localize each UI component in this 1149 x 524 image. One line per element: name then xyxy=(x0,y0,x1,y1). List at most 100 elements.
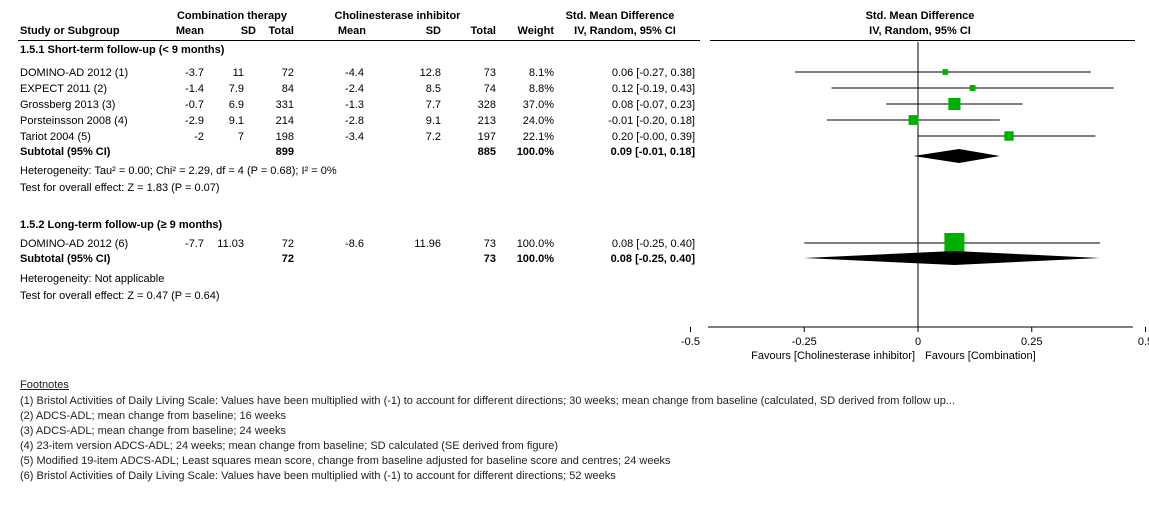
mean1-cell: -7.7 xyxy=(185,238,204,250)
subtotal-total1: 72 xyxy=(281,253,294,265)
total1-cell: 72 xyxy=(281,238,294,250)
mean2-cell: -3.4 xyxy=(345,131,364,143)
weight-cell: 8.8% xyxy=(528,83,554,95)
study-name: Porsteinsson 2008 (4) xyxy=(20,115,128,127)
group2-header: Cholinesterase inhibitor xyxy=(334,10,461,22)
overall-effect-text: Test for overall effect: Z = 0.47 (P = 0… xyxy=(20,290,220,302)
mean1-cell: -2.9 xyxy=(185,115,204,127)
footnote-6: (6) Bristol Activities of Daily Living S… xyxy=(20,470,616,482)
study-column-header: Study or Subgroup xyxy=(20,25,120,37)
footnote-3: (3) ADCS-ADL; mean change from baseline;… xyxy=(20,425,286,437)
x-tick-label: 0 xyxy=(915,336,921,348)
study-marker xyxy=(1004,131,1014,141)
footnote-1: (1) Bristol Activities of Daily Living S… xyxy=(20,395,956,407)
sd1-cell: 7 xyxy=(237,131,244,143)
overall-effect-text: Test for overall effect: Z = 1.83 (P = 0… xyxy=(20,182,220,194)
sd1-header: SD xyxy=(240,25,256,37)
total1-cell: 72 xyxy=(281,67,294,79)
subtotal-weight: 100.0% xyxy=(516,146,554,158)
subgroup-2-title: 1.5.2 Long-term follow-up (≥ 9 months) xyxy=(20,219,223,231)
mean2-cell: -8.6 xyxy=(345,238,364,250)
sd2-cell: 7.7 xyxy=(425,99,441,111)
sd1-cell: 7.9 xyxy=(228,83,244,95)
sd1-cell: 6.9 xyxy=(228,99,244,111)
footnote-5: (5) Modified 19-item ADCS-ADL; Least squ… xyxy=(20,455,671,467)
mean1-header: Mean xyxy=(175,25,204,37)
subtotal-ci: 0.09 [-0.01, 0.18] xyxy=(610,146,695,158)
weight-cell: 22.1% xyxy=(522,131,554,143)
total2-cell: 197 xyxy=(477,131,496,143)
header-rule-left xyxy=(18,40,700,41)
mean2-header: Mean xyxy=(337,25,366,37)
total1-cell: 84 xyxy=(281,83,294,95)
ci-cell: 0.20 [-0.00, 0.39] xyxy=(611,131,695,143)
mean2-cell: -2.8 xyxy=(345,115,364,127)
total1-cell: 331 xyxy=(275,99,294,111)
favours-right-label: Favours [Combination] xyxy=(925,350,1036,362)
subtotal-total1: 899 xyxy=(275,146,294,158)
study-name: DOMINO-AD 2012 (6) xyxy=(20,238,129,250)
mean1-cell: -1.4 xyxy=(185,83,204,95)
total2-cell: 73 xyxy=(483,67,496,79)
subtotal-diamond xyxy=(804,251,1100,265)
total2-cell: 73 xyxy=(483,238,496,250)
subgroup-1-title: 1.5.1 Short-term follow-up (< 9 months) xyxy=(20,44,225,56)
x-tick-label: -0.5 xyxy=(681,336,700,348)
sd2-cell: 8.5 xyxy=(425,83,441,95)
mean1-cell: -0.7 xyxy=(185,99,204,111)
total1-header: Total xyxy=(268,25,294,37)
heterogeneity-text: Heterogeneity: Tau² = 0.00; Chi² = 2.29,… xyxy=(20,165,337,177)
sd2-cell: 7.2 xyxy=(425,131,441,143)
effect-header-left: Std. Mean Difference xyxy=(565,10,675,22)
ci-cell: -0.01 [-0.20, 0.18] xyxy=(608,115,695,127)
study-marker xyxy=(944,233,965,253)
total2-header: Total xyxy=(470,25,496,37)
total1-cell: 214 xyxy=(275,115,294,127)
total2-cell: 328 xyxy=(477,99,496,111)
study-marker xyxy=(908,115,919,125)
group1-header: Combination therapy xyxy=(176,10,287,22)
sd2-cell: 11.96 xyxy=(414,238,441,250)
effect-header-right: Std. Mean Difference xyxy=(865,10,975,22)
sd1-cell: 11 xyxy=(232,67,244,79)
mean1-cell: -2 xyxy=(194,131,204,143)
sd1-cell: 11.03 xyxy=(217,238,244,250)
study-marker xyxy=(942,69,949,75)
mean1-cell: -3.7 xyxy=(185,67,204,79)
sd1-cell: 9.1 xyxy=(228,115,244,127)
sd2-header: SD xyxy=(425,25,441,37)
study-marker xyxy=(969,85,976,91)
header-rule-right xyxy=(710,40,1135,41)
subtotal-total2: 73 xyxy=(483,253,496,265)
total2-cell: 213 xyxy=(477,115,496,127)
ci-cell: 0.08 [-0.07, 0.23] xyxy=(611,99,695,111)
footnotes-title: Footnotes xyxy=(20,379,69,391)
study-name: Grossberg 2013 (3) xyxy=(20,99,116,111)
subtotal-label: Subtotal (95% CI) xyxy=(20,146,111,158)
subtotal-diamond xyxy=(913,149,1000,163)
subtotal-weight: 100.0% xyxy=(516,253,554,265)
footnote-2: (2) ADCS-ADL; mean change from baseline;… xyxy=(20,410,286,422)
heterogeneity-text: Heterogeneity: Not applicable xyxy=(20,273,165,285)
weight-cell: 100.0% xyxy=(516,238,554,250)
study-name: DOMINO-AD 2012 (1) xyxy=(20,67,129,79)
total1-cell: 198 xyxy=(275,131,294,143)
weight-cell: 37.0% xyxy=(522,99,554,111)
study-name: Tariot 2004 (5) xyxy=(20,131,91,143)
sd2-cell: 9.1 xyxy=(425,115,441,127)
ci-cell: 0.08 [-0.25, 0.40] xyxy=(611,238,695,250)
mean2-cell: -2.4 xyxy=(345,83,364,95)
sd2-cell: 12.8 xyxy=(419,67,441,79)
method-header-right: IV, Random, 95% CI xyxy=(869,25,971,37)
weight-cell: 8.1% xyxy=(528,67,554,79)
weight-header: Weight xyxy=(517,25,554,37)
x-tick-label: 0.5 xyxy=(1138,336,1149,348)
ci-cell: 0.12 [-0.19, 0.43] xyxy=(611,83,695,95)
weight-cell: 24.0% xyxy=(522,115,554,127)
subtotal-label: Subtotal (95% CI) xyxy=(20,253,111,265)
footnote-4: (4) 23-item version ADCS-ADL; 24 weeks; … xyxy=(20,440,559,452)
favours-left-label: Favours [Cholinesterase inhibitor] xyxy=(751,350,915,362)
x-tick-label: -0.25 xyxy=(792,336,817,348)
study-name: EXPECT 2011 (2) xyxy=(20,83,108,95)
